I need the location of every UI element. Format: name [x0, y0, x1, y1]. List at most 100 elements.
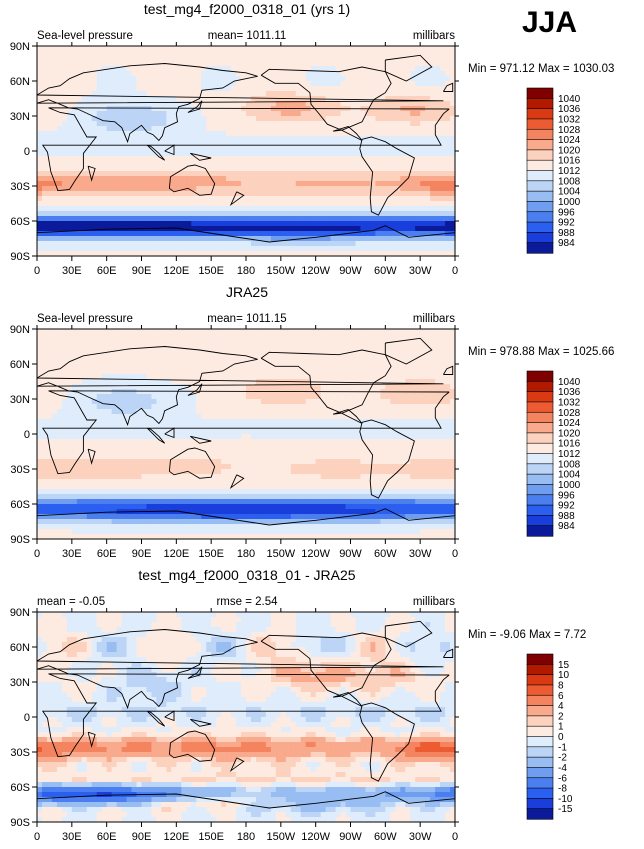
field-cell	[41, 136, 48, 142]
field-cell	[46, 136, 53, 142]
field-cell	[450, 71, 456, 77]
field-cell	[440, 216, 446, 222]
field-cell	[196, 156, 202, 162]
field-cell	[400, 86, 406, 92]
field-cell	[440, 176, 446, 182]
field-cell	[295, 404, 302, 410]
field-cell	[171, 374, 177, 380]
field-cell	[395, 231, 401, 237]
field-cell	[285, 46, 292, 52]
field-cell	[216, 364, 222, 370]
field-cell	[360, 226, 367, 232]
field-cell	[111, 146, 118, 152]
field-cell	[166, 339, 172, 345]
field-cell	[246, 126, 252, 132]
field-cell	[250, 146, 257, 152]
field-cell	[450, 56, 456, 62]
field-cell	[430, 251, 436, 257]
field-cell	[315, 76, 322, 82]
field-cell	[320, 66, 327, 72]
field-cell	[121, 166, 128, 172]
field-cell	[405, 136, 411, 142]
field-cell	[206, 226, 212, 232]
field-cell	[141, 241, 148, 247]
field-cell	[425, 236, 431, 242]
field-cell	[161, 246, 167, 252]
field-cell	[181, 66, 187, 72]
field-cell	[335, 131, 342, 137]
field-cell	[250, 166, 257, 172]
field-cell	[410, 171, 416, 177]
field-cell	[400, 146, 406, 152]
field-cell	[221, 191, 227, 197]
field-cell	[410, 136, 416, 142]
field-cell	[310, 354, 317, 360]
field-cell	[280, 111, 287, 117]
field-cell	[295, 329, 302, 335]
field-cell	[76, 339, 83, 345]
field-cell	[445, 201, 451, 207]
field-cell	[370, 61, 376, 67]
field-cell	[111, 66, 118, 72]
field-cell	[136, 246, 143, 252]
field-cell	[61, 384, 68, 390]
field-cell	[315, 121, 322, 127]
field-cell	[161, 71, 167, 77]
field-cell	[216, 241, 222, 247]
field-cell	[37, 46, 43, 52]
field-cell	[300, 161, 307, 167]
field-cell	[171, 384, 177, 390]
field-cell	[290, 211, 297, 217]
field-cell	[375, 151, 381, 157]
field-cell	[146, 241, 153, 247]
field-cell	[211, 161, 217, 167]
field-cell	[201, 46, 207, 52]
field-cell	[295, 116, 302, 122]
field-cell	[206, 404, 212, 410]
field-cell	[156, 404, 163, 410]
field-cell	[156, 389, 163, 395]
field-cell	[181, 364, 187, 370]
field-cell	[166, 66, 172, 72]
field-cell	[440, 334, 446, 340]
field-cell	[425, 359, 431, 365]
field-cell	[56, 131, 63, 137]
field-cell	[131, 71, 138, 77]
field-cell	[101, 141, 108, 147]
field-cell	[395, 211, 401, 217]
colorbar-label: 1024	[558, 135, 581, 146]
field-cell	[116, 56, 123, 62]
field-cell	[270, 201, 277, 207]
field-cell	[270, 141, 277, 147]
field-cell	[51, 399, 58, 405]
field-cell	[131, 191, 138, 197]
field-cell	[440, 171, 446, 177]
field-cell	[330, 136, 337, 142]
field-cell	[191, 141, 197, 147]
field-cell	[390, 111, 396, 117]
field-cell	[445, 374, 451, 380]
field-cell	[440, 46, 446, 52]
field-cell	[66, 216, 73, 222]
field-cell	[121, 61, 128, 67]
field-cell	[365, 359, 372, 365]
field-cell	[146, 86, 153, 92]
field-cell	[106, 201, 113, 207]
field-cell	[221, 86, 227, 92]
field-cell	[126, 399, 133, 405]
field-cell	[191, 206, 197, 212]
field-cell	[330, 339, 337, 345]
field-cell	[375, 141, 381, 147]
field-cell	[81, 86, 88, 92]
field-cell	[101, 131, 108, 137]
field-cell	[450, 211, 456, 217]
field-cell	[320, 166, 327, 172]
field-cell	[315, 181, 322, 187]
field-cell	[280, 146, 287, 152]
field-cell	[310, 116, 317, 122]
field-cell	[56, 81, 63, 87]
field-cell	[176, 46, 182, 52]
field-cell	[121, 186, 128, 192]
field-cell	[126, 211, 133, 217]
field-cell	[101, 56, 108, 62]
